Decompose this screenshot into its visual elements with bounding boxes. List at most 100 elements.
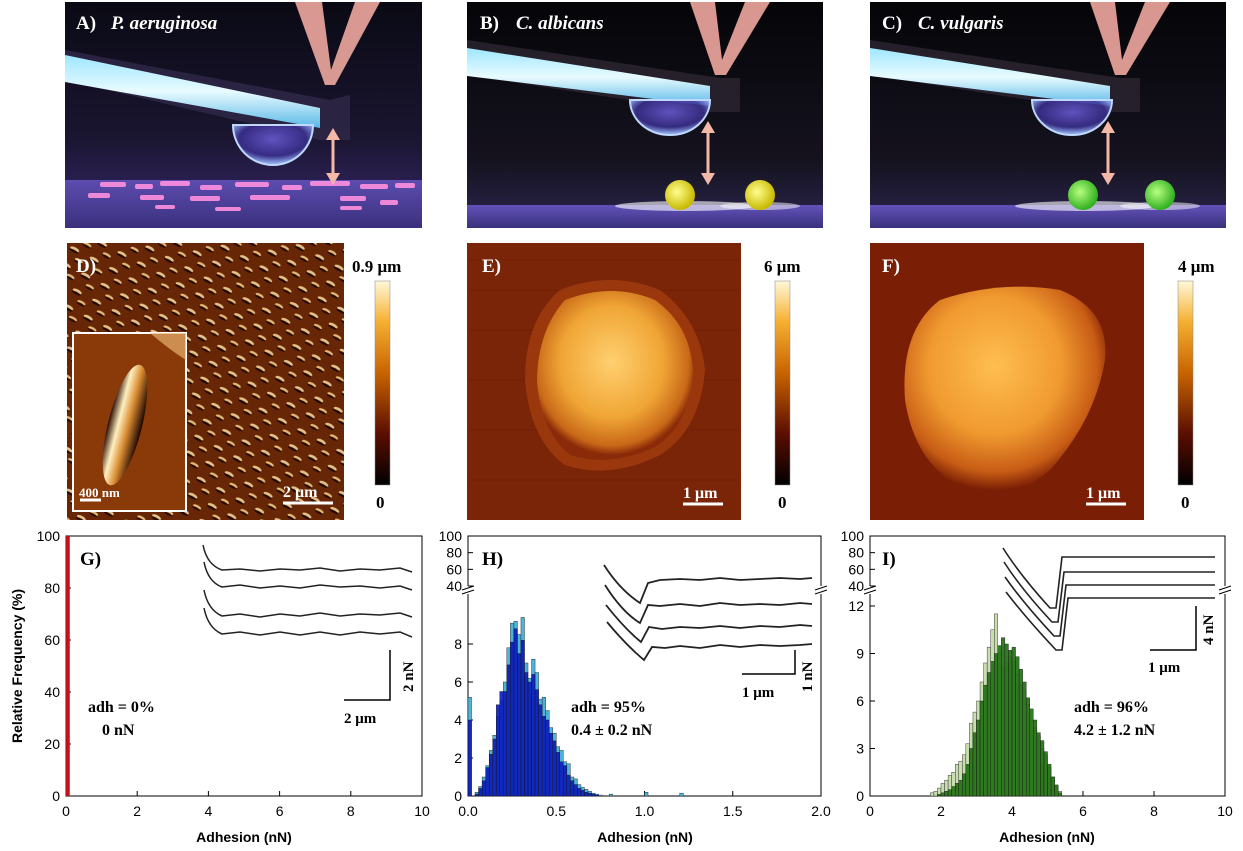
chart-i-bar xyxy=(994,653,998,797)
chart-h-bar xyxy=(481,780,486,797)
chart-i-scale-y: 4 nN xyxy=(1201,614,1217,645)
chart-h-bar xyxy=(573,784,578,797)
panel-a-species: P. aeruginosa xyxy=(110,13,218,34)
panel-d-inset-scale: 400 nm xyxy=(79,485,120,500)
chart-i-bar xyxy=(997,645,1002,797)
panel-c-species: C. vulgaris xyxy=(918,13,1004,34)
chart-i-bar xyxy=(976,719,981,797)
chart-g-xtick-label: 6 xyxy=(276,803,284,819)
chart-h-inset-scalebar: 1 μm 1 nN xyxy=(742,650,816,701)
panel-f-afm-image: 1 μm F) xyxy=(870,243,1144,520)
chart-i-bar xyxy=(1054,784,1059,797)
chart-h-bar xyxy=(520,640,525,797)
panel-c-illustration: C) C. vulgaris xyxy=(870,2,1226,228)
chart-i-bar xyxy=(1036,732,1041,797)
chart-i-ytick-label: 3 xyxy=(856,741,864,757)
panel-d-afm-image: 400 nm 2 μm D) xyxy=(67,243,344,520)
panel-e-cbar-min: 0 xyxy=(778,493,787,512)
chart-i-ytick-label: 0 xyxy=(856,788,864,804)
chart-h-panel-label: H) xyxy=(482,549,503,570)
chart-i-ytick-label: 80 xyxy=(848,545,864,561)
chart-h-bar xyxy=(531,674,536,797)
chart-i-annotation-2: 4.2 ± 1.2 nN xyxy=(1074,722,1156,739)
chart-i-xtick-label: 10 xyxy=(1217,803,1233,819)
chart-h-bar xyxy=(609,793,613,797)
chart-i-inset-curves xyxy=(1002,547,1215,651)
chart-h-xtick-label: 2.0 xyxy=(811,803,831,819)
panel-d-cbar-min: 0 xyxy=(376,493,385,512)
chart-g-ytick-label: 100 xyxy=(37,528,61,544)
chart-i-bar xyxy=(1004,643,1009,797)
chart-i-bar xyxy=(1047,764,1052,797)
chart-g-ytick-label: 0 xyxy=(52,788,60,804)
chart-h-bar xyxy=(679,792,684,797)
panel-f-cbar-max: 4 μm xyxy=(1178,257,1215,276)
chart-g-inset-curves xyxy=(202,544,413,638)
chart-g-xtick-label: 2 xyxy=(133,803,141,819)
chart-h-bar xyxy=(488,754,493,797)
chart-i-bar xyxy=(990,661,995,797)
chart-h-xtick-label: 1.5 xyxy=(723,803,743,819)
chart-i-bar xyxy=(930,792,935,797)
chart-h-bar xyxy=(545,719,550,797)
chart-i-bar xyxy=(983,684,988,797)
chart-h-bar xyxy=(563,765,568,797)
chart-h-bar xyxy=(485,767,490,797)
chart-h-bar xyxy=(474,793,479,797)
chart-i-bar xyxy=(965,764,970,797)
chart-i-bar xyxy=(940,792,945,797)
chart-g-ytick-label: 80 xyxy=(44,580,60,596)
chart-h-ytick-label: 2 xyxy=(454,750,462,766)
chart-h-ytick-label: 40 xyxy=(446,578,462,594)
chart-i-xtick-label: 6 xyxy=(1079,803,1087,819)
chart-i-bar xyxy=(1040,740,1045,797)
panel-b-species: C. albicans xyxy=(516,13,604,34)
chart-h-ytick-label: 100 xyxy=(439,528,463,544)
panel-e-letter: E) xyxy=(482,256,501,277)
chart-i-bar xyxy=(972,732,977,797)
chart-g-panel-label: G) xyxy=(80,549,101,570)
chart-g-annotation-1: adh = 0% xyxy=(88,699,155,716)
chart-h-ytick-label: 60 xyxy=(446,561,462,577)
chart-i-xtick-label: 8 xyxy=(1150,803,1158,819)
chart-h-bar xyxy=(594,794,599,797)
chart-g-scale-y: 2 nN xyxy=(401,661,417,692)
panel-f-letter: F) xyxy=(882,256,900,277)
chart-h-bar xyxy=(506,664,511,797)
chart-h-bar xyxy=(467,719,472,797)
chart-g-ytick-label: 60 xyxy=(44,632,60,648)
chart-h-bar xyxy=(556,752,560,797)
chart-i-bar xyxy=(958,779,963,797)
chart-h-ytick-label: 6 xyxy=(454,674,462,690)
chart-h-bar xyxy=(524,672,529,797)
chart-i-bar xyxy=(951,786,956,797)
chart-h-ytick-label: 0 xyxy=(454,788,462,804)
chart-h-bar xyxy=(513,628,518,797)
chart-g-ytick-label: 20 xyxy=(44,736,60,752)
chart-i-bar xyxy=(1001,637,1006,797)
chart-h-bar xyxy=(527,681,532,797)
chart-i-bar xyxy=(955,783,959,797)
chart-g-ylabel: Relative Frequency (%) xyxy=(9,589,25,743)
chart-i-ytick-label: 60 xyxy=(848,561,864,577)
chart-i-ytick-label: 40 xyxy=(848,578,864,594)
chart-h-bar xyxy=(510,641,515,797)
chart-i-xtick-label: 2 xyxy=(937,803,945,819)
chart-i-bar xyxy=(1033,719,1038,797)
chart-h-bar xyxy=(566,774,571,797)
chart-h-bar xyxy=(591,793,596,797)
chart-i-ytick-label: 12 xyxy=(848,598,864,614)
chart-i-ytick-label: 100 xyxy=(841,528,865,544)
chart-h-xlabel: Adhesion (nN) xyxy=(597,829,693,845)
panel-e-colorbar: 6 μm 0 xyxy=(764,257,801,512)
chart-h-xtick-label: 0.0 xyxy=(458,803,478,819)
chart-h-inset-curves xyxy=(603,564,813,662)
panel-f-colorbar: 4 μm 0 xyxy=(1177,257,1215,512)
chart-h-bar xyxy=(644,792,649,797)
panel-f-cbar-min: 0 xyxy=(1181,493,1190,512)
chart-h-bar xyxy=(499,691,504,797)
chart-h-bar xyxy=(559,761,564,797)
chart-i-bar xyxy=(1050,776,1055,797)
